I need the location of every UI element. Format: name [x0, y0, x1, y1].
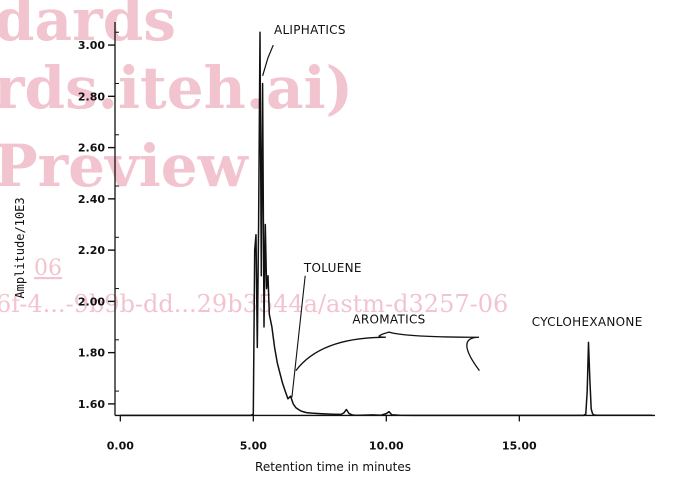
annotation-toluene: TOLUENE [303, 261, 362, 275]
y-tick-label: 3.00 [78, 39, 105, 52]
aromatics-brace [295, 331, 480, 371]
watermark-line-1: dards [0, 0, 176, 54]
x-tick-label: 0.00 [107, 439, 134, 452]
series-line [120, 31, 653, 417]
y-tick-label: 1.60 [78, 398, 105, 411]
watermark-line-4: 06 [34, 256, 62, 281]
y-tick-label: 2.40 [78, 193, 105, 206]
watermark-line-3: Preview [0, 132, 250, 200]
series-layer [120, 31, 653, 417]
y-tick-label: 2.80 [78, 90, 105, 103]
x-tick-label: 10.00 [369, 439, 404, 452]
y-tick-label: 2.20 [78, 244, 105, 257]
leader-toluene [291, 275, 306, 398]
annotation-aliphatics: ALIPHATICS [274, 23, 346, 37]
y-tick-label: 2.00 [78, 295, 105, 308]
y-tick-label: 2.60 [78, 142, 105, 155]
axes: 1.60 1.80 2.00 2.20 2.40 2.60 2.80 3.00 0.00 5.00… [78, 22, 655, 452]
x-tick-label: 5.00 [240, 439, 267, 452]
y-tick-label: 1.80 [78, 347, 105, 360]
x-tick-label: 15.00 [502, 439, 537, 452]
leader-aliphatics [262, 44, 274, 76]
x-axis-title: Retention time in minutes [255, 460, 411, 474]
annotation-cyclohexanone: CYCLOHEXANONE [532, 315, 643, 329]
annotations-layer: ALIPHATICS TOLUENE AROMATICS CYCLOHEXANONE [262, 23, 643, 398]
watermark-line-2: rds.iteh.ai) [0, 54, 353, 122]
y-axis-title: Amplitude/10E3 [13, 197, 27, 298]
annotation-aromatics: AROMATICS [352, 312, 425, 326]
